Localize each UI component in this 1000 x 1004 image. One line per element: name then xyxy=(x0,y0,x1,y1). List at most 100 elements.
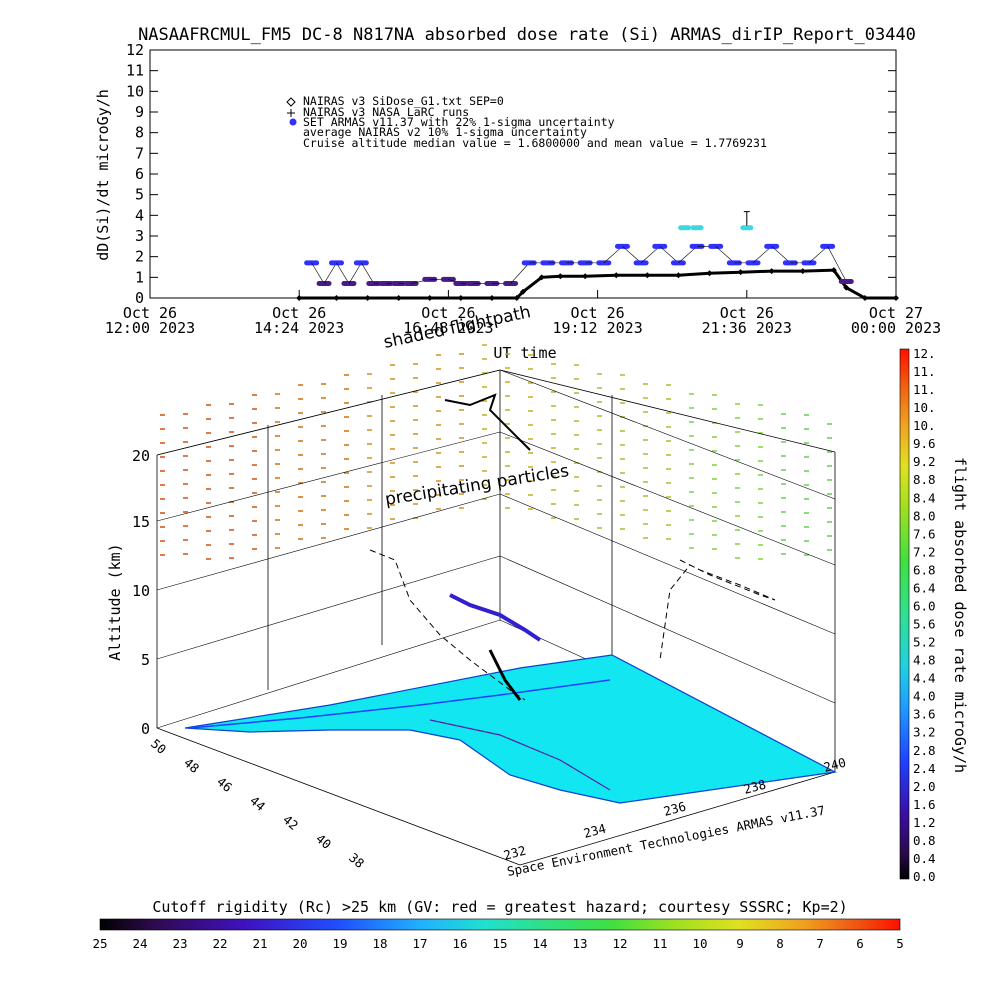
dose-x-tick-label-time: 14:24 2023 xyxy=(254,319,344,337)
nairas-point xyxy=(333,295,340,301)
nairas-point xyxy=(513,295,520,301)
latitude-tick-label: 50 xyxy=(148,736,169,757)
armas-connector xyxy=(622,246,642,264)
dose-y-tick-label: 0 xyxy=(135,289,144,307)
armas-connector xyxy=(348,262,362,284)
nairas-point xyxy=(644,272,651,279)
legend-entry-cruise-stats: Cruise altitude median value = 1.6800000… xyxy=(303,136,767,150)
nairas-point xyxy=(843,284,850,291)
rigidity-colorbar-tick: 13 xyxy=(572,936,587,951)
latitude-tick-label: 48 xyxy=(181,755,202,776)
dose-colorbar-tick: 4.4 xyxy=(913,671,936,686)
plus-marker-icon xyxy=(287,109,295,117)
dose-colorbar-tick: 5.2 xyxy=(913,635,936,650)
3d-axes-box xyxy=(156,369,836,866)
dose-colorbar-tick: 0.0 xyxy=(913,869,936,884)
box-edge xyxy=(519,771,836,866)
armas-connector xyxy=(311,262,325,284)
dose-x-tick-label-time: 21:36 2023 xyxy=(702,319,792,337)
dose-colorbar-tick: 8.0 xyxy=(913,508,936,523)
dose-colorbar-tick: 4.8 xyxy=(913,653,936,668)
box-edge xyxy=(499,555,836,704)
altitude-tick-label: 0 xyxy=(141,720,150,738)
altitude-axis-label: Altitude (km) xyxy=(106,543,124,660)
dose-x-tick-label-date: Oct 26 xyxy=(123,304,177,322)
dose-x-tick-label-date: Oct 27 xyxy=(869,304,923,322)
dose-colorbar-tick: 6.8 xyxy=(913,562,936,577)
latitude-tick-label: 40 xyxy=(313,831,334,852)
dose-colorbar-tick: 5.6 xyxy=(913,617,936,632)
precipitating-particle-field xyxy=(160,344,832,560)
rigidity-colorbar-tick: 25 xyxy=(92,936,107,951)
dose-colorbar-tick: 2.8 xyxy=(913,743,936,758)
nairas-point xyxy=(737,269,744,276)
flightpath-top-projection xyxy=(444,393,531,451)
dose-colorbar-label: flight absorbed dose rate microGy/h xyxy=(951,457,969,773)
nairas-point xyxy=(395,295,402,301)
rigidity-colorbar-tick: 10 xyxy=(692,936,707,951)
legend-entry-nairas-larc: NAIRAS v3 NASA LaRC runs xyxy=(303,105,469,119)
dose-y-tick-label: 12 xyxy=(126,41,144,59)
dose-colorbar-tick: 11. xyxy=(913,364,936,379)
armas-connector xyxy=(771,246,791,264)
figure-title: NASAAFRCMUL_FM5 DC-8 N817NA absorbed dos… xyxy=(138,25,916,45)
box-edge xyxy=(156,727,521,866)
armas-connector xyxy=(640,246,660,264)
dose-x-tick-label-date: Oct 26 xyxy=(571,304,625,322)
dose-colorbar-tick: 0.8 xyxy=(913,833,936,848)
rigidity-colorbar-tick: 22 xyxy=(212,936,227,951)
rigidity-colorbar-tick: 17 xyxy=(412,936,427,951)
dose-y-tick-label: 6 xyxy=(135,165,144,183)
nairas-point xyxy=(426,295,433,301)
nairas-point xyxy=(296,295,303,301)
longitude-tick-label: 234 xyxy=(582,821,608,841)
dose-colorbar-tick: 8.8 xyxy=(913,472,936,487)
rigidity-colorbar-tick: 14 xyxy=(532,936,547,951)
dose-y-tick-label: 9 xyxy=(135,103,144,121)
rigidity-colorbar-tick: 15 xyxy=(492,936,507,951)
dose-y-tick-label: 5 xyxy=(135,186,144,204)
dose-y-tick-label: 2 xyxy=(135,248,144,266)
rigidity-colorbar-tick: 20 xyxy=(292,936,307,951)
box-edge xyxy=(499,431,836,566)
dose-y-tick-label: 10 xyxy=(126,82,144,100)
dose-colorbar-tick: 1.2 xyxy=(913,815,936,830)
armas-connector xyxy=(659,246,679,264)
dose-x-tick-label-time: 00:00 2023 xyxy=(851,319,941,337)
box-edge xyxy=(156,555,501,660)
box-edge xyxy=(156,619,501,729)
longitude-tick-label: 240 xyxy=(822,755,848,775)
legend-entry-set-armas: SET ARMAS v11.37 with 22% 1-sigma uncert… xyxy=(303,115,615,129)
nairas-point xyxy=(457,295,464,301)
nairas-point xyxy=(538,274,545,281)
dose-colorbar-tick: 8.4 xyxy=(913,490,936,505)
dose-x-tick-label-date: Oct 26 xyxy=(272,304,326,322)
longitude-tick-label: 236 xyxy=(662,799,688,819)
rigidity-colorbar-tick: 9 xyxy=(736,936,744,951)
dose-colorbar-tick: 6.0 xyxy=(913,598,936,613)
box-edge xyxy=(499,493,836,635)
dose-colorbar-tick: 3.6 xyxy=(913,707,936,722)
flightpath-descent xyxy=(488,649,522,701)
dose-y-tick-label: 7 xyxy=(135,144,144,162)
dose-y-tick-label: 8 xyxy=(135,124,144,142)
dose-y-tick-label: 1 xyxy=(135,268,144,286)
rigidity-colorbar-tick: 21 xyxy=(252,936,267,951)
dose-colorbar-tick: 7.6 xyxy=(913,526,936,541)
diamond-marker-icon xyxy=(286,97,296,107)
armas-connector xyxy=(603,246,623,264)
latitude-tick-label: 38 xyxy=(346,850,367,871)
dose-colorbar-tick: 2.4 xyxy=(913,761,936,776)
armas-connector xyxy=(510,262,530,284)
rigidity-colorbar-tick: 7 xyxy=(816,936,824,951)
rigidity-colorbar-tick: 11 xyxy=(652,936,667,951)
dose-colorbar-tick: 9.2 xyxy=(913,454,936,469)
precipitating-particles-annotation: precipitating particles xyxy=(384,461,571,510)
dose-legend: NAIRAS v3 SiDose_G1.txt SEP=0 NAIRAS v3 … xyxy=(286,94,767,150)
legend-entry-nairas-g1: NAIRAS v3 SiDose_G1.txt SEP=0 xyxy=(303,94,504,108)
dose-colorbar-tick: 2.0 xyxy=(913,779,936,794)
dose-colorbar-tick: 1.6 xyxy=(913,797,936,812)
rigidity-colorbar-tick: 18 xyxy=(372,936,387,951)
